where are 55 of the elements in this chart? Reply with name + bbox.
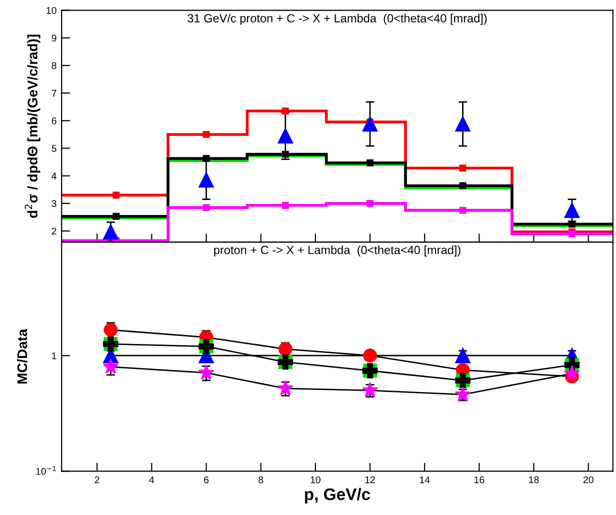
x-axis-title: p, GeV/c bbox=[305, 488, 370, 504]
y-tick-label: 5 bbox=[52, 145, 56, 152]
y-tick-label: 2 bbox=[52, 228, 56, 235]
point bbox=[363, 348, 377, 363]
point bbox=[282, 150, 289, 158]
y-tick-label: 10 bbox=[46, 7, 56, 14]
point bbox=[366, 159, 374, 166]
x-tick-label: 18 bbox=[529, 476, 539, 484]
point bbox=[455, 116, 470, 132]
point bbox=[282, 108, 289, 114]
point bbox=[202, 154, 210, 162]
y-tick-label: 8 bbox=[52, 62, 56, 70]
y-axis-title: d$^{2}$σ / dpdΘ [mb/(GeV/c/rad)] bbox=[24, 34, 40, 218]
point bbox=[568, 220, 576, 228]
x-tick-label: 2 bbox=[94, 476, 100, 484]
x-tick-label: 8 bbox=[258, 476, 264, 484]
point bbox=[455, 348, 470, 364]
x-tick-label: 12 bbox=[365, 476, 375, 484]
chart-title: 31 GeV/c proton + C -> X + Lambda (0<theta<40 [mrad]) bbox=[188, 14, 487, 25]
y-tick-label: 4 bbox=[52, 172, 56, 180]
x-tick-label: 14 bbox=[420, 476, 430, 484]
point bbox=[362, 382, 378, 398]
y-tick-label: 3 bbox=[52, 200, 56, 208]
point bbox=[198, 364, 214, 380]
point bbox=[454, 386, 471, 402]
x-tick-label: 10 bbox=[310, 476, 320, 484]
point bbox=[277, 380, 294, 396]
point bbox=[366, 200, 374, 207]
point bbox=[564, 202, 580, 218]
point bbox=[103, 224, 118, 240]
y-tick-label: 10$^{−1}$ bbox=[36, 466, 56, 475]
point bbox=[459, 182, 466, 190]
point bbox=[202, 130, 210, 138]
point bbox=[278, 128, 294, 144]
point bbox=[278, 342, 292, 356]
x-tick-label: 6 bbox=[204, 476, 209, 484]
point bbox=[459, 206, 466, 214]
chart-title: proton + C -> X + Lambda (0<theta<40 [mrad]) bbox=[214, 245, 460, 256]
x-tick-label: 4 bbox=[149, 476, 154, 484]
point bbox=[102, 358, 119, 374]
point bbox=[112, 212, 120, 220]
y-tick-label: 9 bbox=[52, 34, 56, 42]
point bbox=[459, 164, 466, 172]
y-tick-label: 7 bbox=[52, 90, 56, 97]
point bbox=[564, 365, 580, 380]
point bbox=[362, 116, 378, 132]
point bbox=[198, 172, 214, 188]
y-tick-label: 1 bbox=[52, 352, 56, 360]
y-axis-title: MC/Data bbox=[16, 328, 28, 384]
point bbox=[282, 202, 289, 209]
point bbox=[202, 204, 210, 212]
y-tick-label: 6 bbox=[52, 117, 56, 124]
point bbox=[112, 192, 120, 199]
x-tick-label: 20 bbox=[583, 476, 594, 484]
x-tick-label: 16 bbox=[474, 476, 484, 484]
